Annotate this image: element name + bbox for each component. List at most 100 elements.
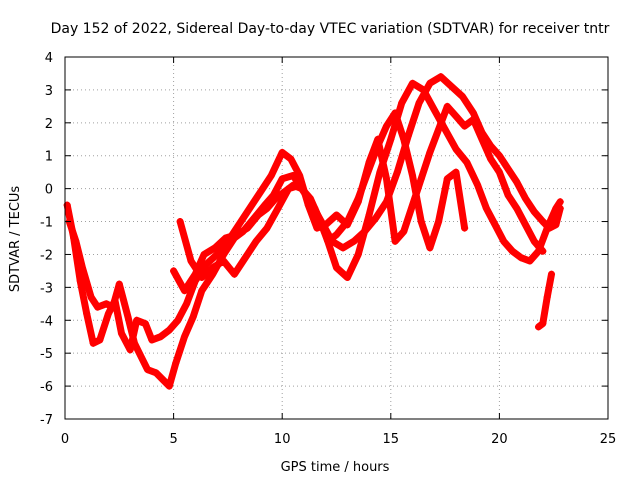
data-point: [426, 148, 434, 156]
data-point: [180, 287, 188, 295]
data-point: [333, 211, 340, 219]
data-point: [246, 204, 254, 212]
data-point: [409, 171, 417, 179]
data-point: [176, 218, 184, 226]
data-point: [78, 264, 86, 272]
data-point: [552, 221, 560, 229]
data-point: [513, 204, 521, 212]
y-axis-title: SDTVAR / TECUs: [8, 186, 23, 293]
data-point: [469, 109, 477, 117]
data-point: [200, 250, 208, 258]
data-point: [272, 195, 280, 203]
data-point: [556, 204, 564, 212]
data-point: [517, 254, 525, 262]
plot-frame: [64, 56, 609, 420]
data-point: [448, 83, 456, 91]
data-point: [131, 339, 139, 347]
data-point: [165, 382, 173, 390]
y-tick-label: 2: [45, 117, 53, 132]
x-axis-title: GPS time / hours: [281, 460, 390, 475]
series-line: [535, 270, 555, 331]
data-point: [230, 270, 238, 278]
data-point: [409, 79, 417, 87]
data-point: [183, 300, 191, 308]
data-point: [233, 231, 241, 239]
y-tick-label: -3: [40, 281, 53, 296]
data-point: [354, 195, 362, 203]
data-point: [94, 303, 102, 311]
data-point: [417, 218, 425, 226]
data-point: [478, 129, 486, 137]
data-point: [461, 224, 469, 232]
data-point: [534, 247, 542, 255]
data-point: [539, 218, 547, 226]
data-point: [452, 112, 460, 120]
chart-title: Day 152 of 2022, Sidereal Day-to-day VTE…: [51, 21, 610, 37]
data-point: [141, 320, 149, 328]
data-point: [539, 320, 547, 328]
data-point: [398, 99, 406, 107]
y-tick-label: 1: [45, 150, 53, 165]
data-point: [400, 227, 408, 235]
data-point: [256, 188, 264, 196]
data-point: [241, 254, 249, 262]
data-point: [521, 195, 529, 203]
y-tick-label: 0: [45, 183, 53, 198]
y-tick-label: -6: [40, 380, 53, 395]
y-tick-label: -4: [40, 314, 53, 329]
data-point: [102, 300, 110, 308]
data-point: [170, 267, 178, 275]
data-point: [126, 346, 134, 354]
data-point: [115, 280, 123, 288]
data-point: [124, 313, 132, 321]
data-point: [220, 257, 228, 265]
y-tick-label: 3: [45, 84, 53, 99]
data-point: [267, 171, 275, 179]
data-point: [382, 122, 390, 130]
data-point: [526, 257, 534, 265]
x-tick-label: 25: [600, 432, 617, 447]
data-point: [452, 168, 460, 176]
data-point: [263, 224, 271, 232]
data-point: [109, 303, 117, 311]
data-point: [435, 218, 443, 226]
data-point: [508, 247, 516, 255]
data-point: [393, 168, 401, 176]
data-point: [333, 264, 340, 272]
data-point: [491, 221, 499, 229]
data-point: [87, 293, 95, 301]
data-point: [435, 125, 443, 133]
data-point: [463, 158, 471, 166]
y-tick-label: -7: [40, 413, 53, 428]
data-point: [144, 366, 152, 374]
series-4: [176, 73, 564, 281]
data-point: [548, 270, 556, 278]
data-point: [317, 218, 325, 226]
data-point: [76, 277, 84, 285]
data-point: [198, 287, 206, 295]
data-point: [530, 208, 538, 216]
data-point: [545, 224, 553, 232]
data-point: [365, 211, 373, 219]
data-point: [521, 221, 529, 229]
y-tick-label: -5: [40, 347, 53, 362]
data-point: [339, 244, 347, 252]
data-point: [495, 168, 503, 176]
data-point: [285, 185, 293, 193]
axis-ticks: [64, 56, 609, 420]
data-point: [274, 204, 282, 212]
data-point: [220, 250, 228, 258]
data-point: [222, 234, 230, 242]
y-tick-label: 4: [45, 51, 53, 66]
data-point: [328, 237, 336, 245]
data-point: [89, 339, 97, 347]
data-point: [404, 132, 412, 140]
x-tick-label: 20: [491, 432, 508, 447]
data-point: [534, 323, 542, 331]
data-point: [443, 102, 451, 110]
data-point: [198, 273, 206, 281]
data-point: [211, 244, 219, 252]
data-point: [235, 221, 243, 229]
data-point: [426, 79, 434, 87]
